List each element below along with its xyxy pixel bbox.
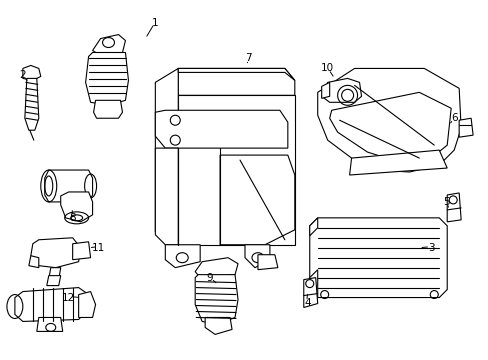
Polygon shape <box>317 68 460 172</box>
Polygon shape <box>49 268 61 280</box>
Polygon shape <box>309 270 317 298</box>
Polygon shape <box>25 78 39 130</box>
Polygon shape <box>155 148 178 245</box>
Polygon shape <box>155 110 287 148</box>
Text: 8: 8 <box>69 213 76 223</box>
Polygon shape <box>73 242 90 260</box>
Polygon shape <box>447 193 460 222</box>
Polygon shape <box>37 318 62 332</box>
Polygon shape <box>195 275 238 324</box>
Text: 11: 11 <box>92 243 105 253</box>
Text: 1: 1 <box>152 18 158 28</box>
Polygon shape <box>31 238 81 268</box>
Text: 4: 4 <box>304 297 310 307</box>
Polygon shape <box>309 218 317 236</box>
Text: 5: 5 <box>442 197 448 207</box>
Polygon shape <box>23 66 41 80</box>
Text: 12: 12 <box>62 293 75 302</box>
Polygon shape <box>321 78 361 102</box>
Polygon shape <box>85 53 128 105</box>
Polygon shape <box>309 218 447 298</box>
Text: 3: 3 <box>427 243 434 253</box>
Text: 10: 10 <box>321 63 334 73</box>
Polygon shape <box>165 245 200 268</box>
Polygon shape <box>458 118 472 137</box>
Text: 7: 7 <box>244 54 251 63</box>
Polygon shape <box>155 68 178 245</box>
Text: 9: 9 <box>206 273 213 283</box>
Text: 6: 6 <box>450 113 457 123</box>
Polygon shape <box>258 255 277 270</box>
Polygon shape <box>195 258 238 278</box>
Polygon shape <box>29 256 39 268</box>
Polygon shape <box>329 92 450 162</box>
Polygon shape <box>178 68 294 95</box>
Polygon shape <box>205 318 232 334</box>
Polygon shape <box>220 155 294 245</box>
Polygon shape <box>61 192 92 222</box>
Text: 2: 2 <box>20 71 26 80</box>
Polygon shape <box>45 170 92 202</box>
Polygon shape <box>349 150 447 175</box>
Polygon shape <box>92 35 125 55</box>
Polygon shape <box>178 95 294 245</box>
Polygon shape <box>321 82 329 98</box>
Polygon shape <box>178 68 294 80</box>
Polygon shape <box>244 245 269 268</box>
Polygon shape <box>47 276 61 285</box>
Polygon shape <box>79 292 95 318</box>
Polygon shape <box>93 100 122 118</box>
Polygon shape <box>303 278 317 307</box>
Polygon shape <box>15 288 88 321</box>
